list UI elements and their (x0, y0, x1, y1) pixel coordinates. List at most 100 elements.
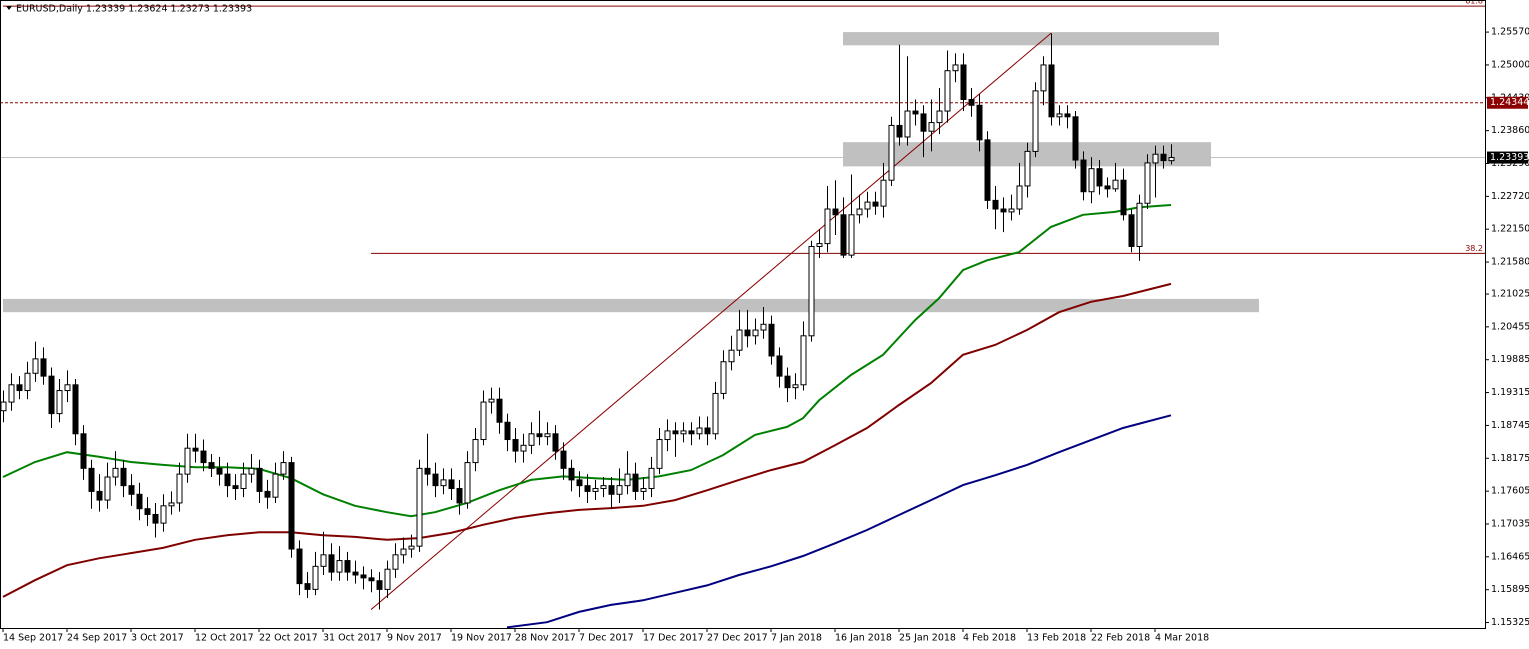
candle-body (240, 473, 247, 490)
y-tick-label: 1.20455 (1491, 321, 1529, 332)
price-label: 1.23393 (1490, 152, 1529, 163)
y-tick-label: 1.22150 (1491, 224, 1529, 235)
x-tick-label: 9 Nov 2017 (387, 633, 442, 644)
candle-body (48, 375, 55, 415)
candle-body (1000, 208, 1007, 213)
fib-label: 38.2 (1465, 244, 1483, 253)
candle-body (96, 490, 103, 501)
candle-body (64, 384, 71, 392)
candle-body (504, 421, 511, 441)
candle-body (568, 467, 575, 481)
candle-body (288, 462, 295, 550)
candle-body (696, 427, 703, 435)
candle-body (472, 439, 479, 464)
x-tick-label: 25 Jan 2018 (899, 633, 956, 644)
candle-body (912, 110, 919, 115)
y-tick-label: 1.22720 (1491, 191, 1529, 202)
candle-body (744, 329, 751, 337)
candle-body (224, 473, 231, 487)
candle-body (608, 485, 615, 495)
candle-body (328, 554, 335, 573)
candle-body (128, 485, 135, 495)
candle-body (840, 214, 847, 256)
candle-body (1088, 168, 1095, 193)
candle-body (632, 473, 639, 492)
x-tick-label: 7 Dec 2017 (579, 633, 634, 644)
candle-body (864, 201, 871, 210)
candle-body (640, 488, 647, 492)
y-tick-label: 1.15895 (1491, 584, 1529, 595)
candle-body (152, 513, 159, 524)
x-tick-label: 12 Oct 2017 (195, 633, 254, 644)
price-label: 1.24344 (1490, 97, 1529, 108)
y-tick-label: 1.23860 (1491, 125, 1529, 136)
candle-body (464, 462, 471, 504)
candle-body (216, 467, 223, 475)
candle-body (952, 64, 959, 72)
price-label-box (1487, 151, 1528, 164)
candle-body (784, 375, 791, 389)
candle-body (480, 401, 487, 441)
candle-body (256, 467, 263, 492)
candle-body (880, 179, 887, 207)
candle-body (232, 485, 239, 490)
candle-body (720, 361, 727, 394)
candle-body (1056, 113, 1063, 118)
candle-body (752, 329, 759, 337)
price-label-box (1487, 96, 1528, 109)
y-tick-label: 1.18745 (1491, 420, 1529, 431)
candle-body (496, 398, 503, 423)
candle-body (168, 502, 175, 507)
candle-body (1144, 162, 1151, 204)
candle-body (848, 214, 855, 256)
fib-label: 61.8 (1465, 0, 1483, 6)
candle-body (408, 545, 415, 550)
candle-body (856, 208, 863, 216)
candle-body (816, 243, 823, 247)
candle-body (296, 548, 303, 585)
plot-area: 61.8 38.2 (0, 0, 1485, 629)
candle-body (312, 565, 319, 590)
x-tick-label: 27 Dec 2017 (707, 633, 768, 644)
candle-body (520, 444, 527, 452)
candle-body (1152, 153, 1159, 164)
x-tick-label: 16 Jan 2018 (835, 633, 892, 644)
x-tick-label: 22 Oct 2017 (259, 633, 318, 644)
candle-body (1064, 113, 1071, 118)
candle-body (336, 560, 343, 573)
candle-body (712, 392, 719, 435)
candle-body (1016, 185, 1023, 210)
candle-body (488, 398, 495, 403)
candle-body (8, 384, 15, 403)
candle-body (672, 430, 679, 435)
candle-body (792, 384, 799, 389)
x-tick-label: 7 Jan 2018 (771, 633, 822, 644)
candle-body (200, 450, 207, 464)
candle-body (1120, 179, 1127, 216)
candle-body (528, 433, 535, 446)
candle-body (272, 473, 279, 498)
candle-body (976, 104, 983, 141)
y-tick-label: 1.17605 (1491, 486, 1529, 497)
y-tick-label: 1.15325 (1491, 617, 1529, 628)
trend-line (370, 32, 1052, 610)
candle-body (888, 124, 895, 181)
candle-body (992, 199, 999, 210)
candle-body (576, 479, 583, 487)
y-tick-label: 1.21580 (1491, 257, 1529, 268)
candle-body (40, 358, 47, 377)
candle-body (1024, 150, 1031, 187)
candle-body (280, 462, 287, 475)
menu-triangle[interactable] (6, 6, 12, 10)
x-tick-label: 24 Sep 2017 (67, 633, 127, 644)
candle-body (736, 329, 743, 351)
candle-body (760, 323, 767, 331)
candle-body (624, 473, 631, 487)
candle-body (896, 124, 903, 138)
candle-body (344, 560, 351, 573)
x-tick-label: 28 Nov 2017 (515, 633, 576, 644)
candle-body (1112, 179, 1119, 190)
candle-body (512, 439, 519, 452)
candle-body (320, 554, 327, 567)
